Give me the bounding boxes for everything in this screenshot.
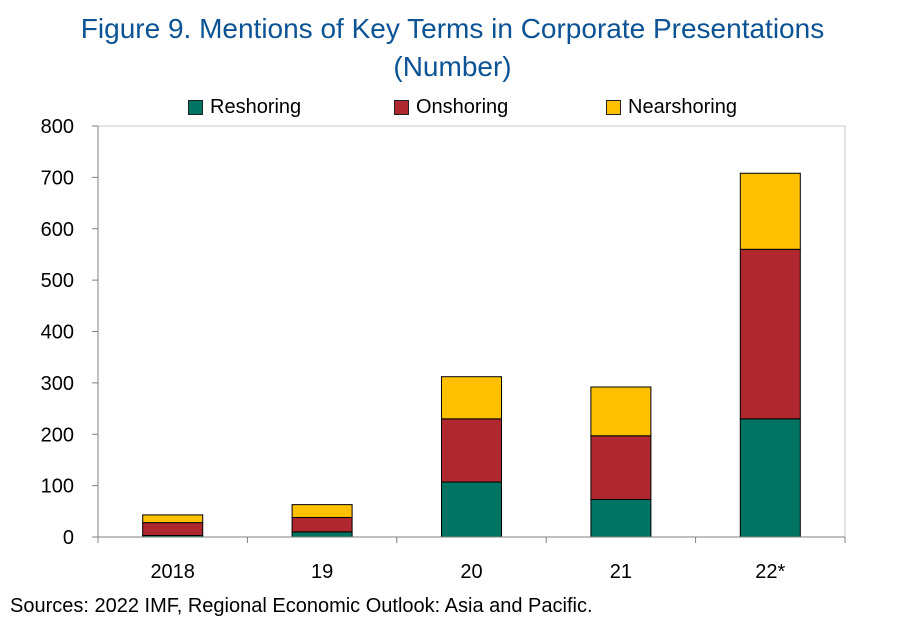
y-tick-label: 400 [41, 322, 74, 344]
bar-onshoring-0 [142, 522, 204, 536]
y-tick-label: 700 [41, 167, 74, 189]
bar-nearshoring-4 [739, 172, 801, 250]
chart-subtitle: (Number) [393, 51, 512, 82]
legend-label-onshoring: Onshoring [416, 96, 509, 118]
y-tick-label: 800 [41, 116, 74, 138]
chart-title: Figure 9. Mentions of Key Terms in Corpo… [80, 13, 825, 44]
legend-item-onshoring: Onshoring [394, 96, 508, 119]
legend-label-reshoring: Reshoring [210, 96, 302, 118]
legend-swatch-nearshoring [606, 100, 621, 115]
y-tick-label: 200 [41, 424, 74, 446]
bar-nearshoring-0 [142, 514, 204, 524]
bar-onshoring-2 [441, 418, 502, 483]
bar-onshoring-1 [291, 516, 353, 533]
bar-nearshoring-2 [441, 376, 502, 420]
x-tick-label: 2018 [150, 561, 195, 583]
bar-nearshoring-1 [291, 504, 353, 518]
legend-swatch-onshoring [394, 100, 409, 115]
bar-reshoring-1 [291, 531, 353, 538]
legend-swatch-reshoring [188, 100, 203, 115]
x-tick-label: 22* [755, 561, 785, 583]
legend-label-nearshoring: Nearshoring [628, 96, 737, 118]
y-tick-label: 500 [41, 270, 74, 292]
bar-nearshoring-3 [590, 386, 652, 437]
legend-item-nearshoring: Nearshoring [606, 96, 737, 119]
x-tick-label: 19 [311, 561, 333, 583]
bar-reshoring-2 [441, 481, 502, 538]
y-tick-label: 300 [41, 373, 74, 395]
bar-onshoring-4 [739, 248, 801, 420]
y-tick-label: 100 [41, 476, 74, 498]
x-tick-label: 20 [460, 561, 482, 583]
y-tick-label: 600 [41, 219, 74, 241]
bar-reshoring-4 [739, 418, 801, 538]
x-tick-label: 21 [610, 561, 632, 583]
legend-item-reshoring: Reshoring [188, 96, 301, 119]
bar-onshoring-3 [590, 435, 652, 500]
source-note: Sources: 2022 IMF, Regional Economic Out… [10, 595, 593, 617]
bar-reshoring-3 [590, 498, 652, 538]
y-tick-label: 0 [63, 527, 74, 549]
legend: Reshoring Onshoring Nearshoring [0, 96, 905, 120]
